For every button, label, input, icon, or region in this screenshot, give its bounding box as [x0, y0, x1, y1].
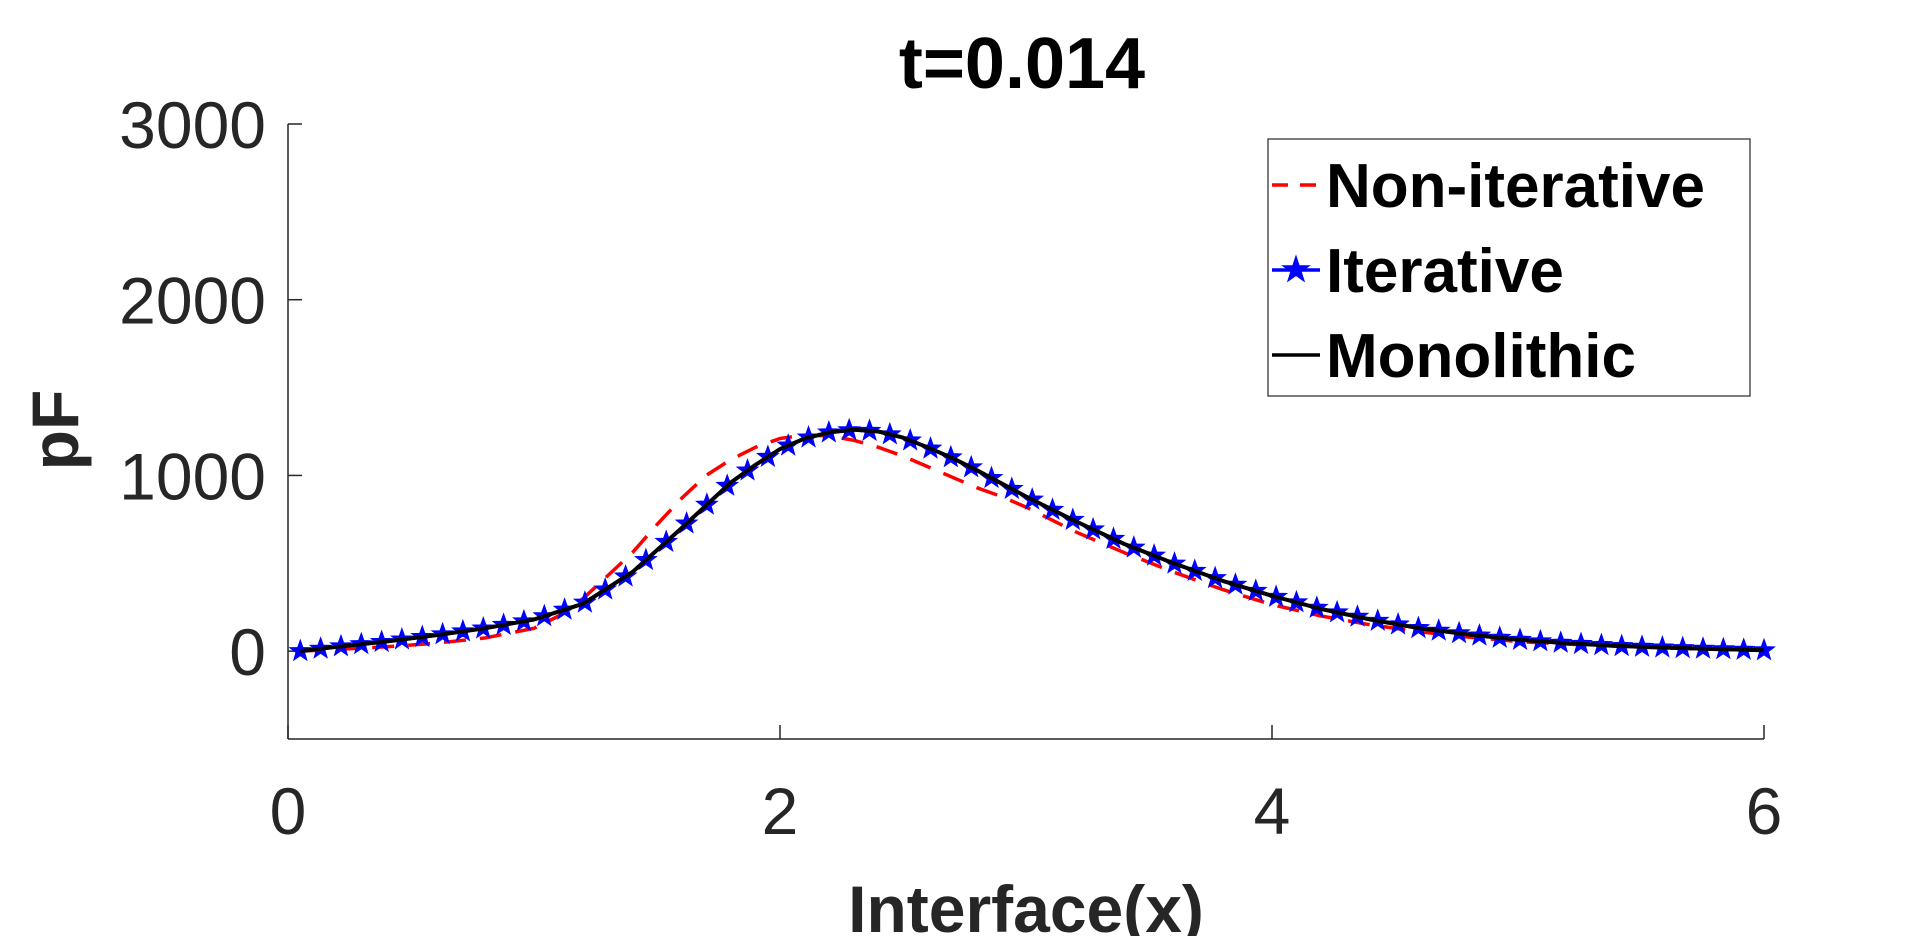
y-tick-label: 3000: [119, 88, 266, 162]
legend-star-icon: [1281, 254, 1311, 283]
y-tick-label: 2000: [119, 264, 266, 338]
chart-title: t=0.014: [899, 24, 1145, 104]
series-monolithic: [300, 427, 1765, 654]
x-tick-label: 2: [762, 774, 799, 848]
axes: [287, 124, 1764, 740]
legend-entry-non-iterative: Non-iterative: [1272, 152, 1705, 221]
legend-label: Iterative: [1326, 237, 1564, 306]
legend-box: [1267, 138, 1751, 397]
legend-entry-monolithic: Monolithic: [1272, 322, 1636, 391]
ticks: 0 2 4 6 0 1000 2000 3000: [119, 88, 1782, 848]
y-axis-label: pF: [18, 390, 92, 471]
x-tick-label: 4: [1254, 774, 1291, 848]
legend-label: Non-iterative: [1326, 152, 1705, 221]
legend: Non-iterative Iterative Monolithic: [1267, 138, 1751, 397]
legend-label: Monolithic: [1326, 322, 1636, 391]
x-tick-label: 6: [1746, 774, 1783, 848]
y-tick-label: 0: [229, 615, 266, 689]
y-tick-label: 1000: [119, 439, 266, 513]
legend-entries: Non-iterative Iterative Monolithic: [1272, 152, 1705, 391]
legend-entry-iterative: Iterative: [1272, 237, 1564, 306]
x-tick-label: 0: [270, 774, 307, 848]
series-line: [300, 427, 1765, 654]
x-axis-label: Interface(x): [848, 872, 1204, 936]
series-layer: [288, 417, 1776, 662]
